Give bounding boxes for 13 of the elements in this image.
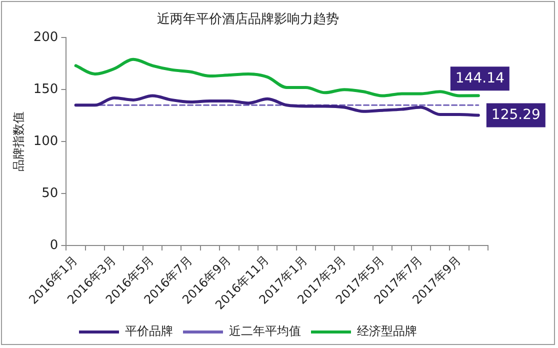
- legend-label: 近二年平均值: [229, 324, 301, 338]
- y-tick-label: 150: [33, 82, 58, 97]
- data-label: 144.14: [455, 70, 504, 86]
- y-axis-title: 品牌指数值: [11, 112, 26, 172]
- y-tick-label: 50: [42, 186, 58, 201]
- y-tick-label: 100: [33, 134, 58, 149]
- y-tick-label: 0: [50, 238, 58, 253]
- legend-label: 经济型品牌: [357, 324, 417, 338]
- legend-label: 平价品牌: [125, 324, 173, 338]
- line-series: [74, 94, 480, 117]
- chart-title: 近两年平价酒店品牌影响力趋势: [157, 11, 339, 28]
- data-label: 125.29: [491, 106, 540, 123]
- y-tick-label: 200: [33, 30, 58, 45]
